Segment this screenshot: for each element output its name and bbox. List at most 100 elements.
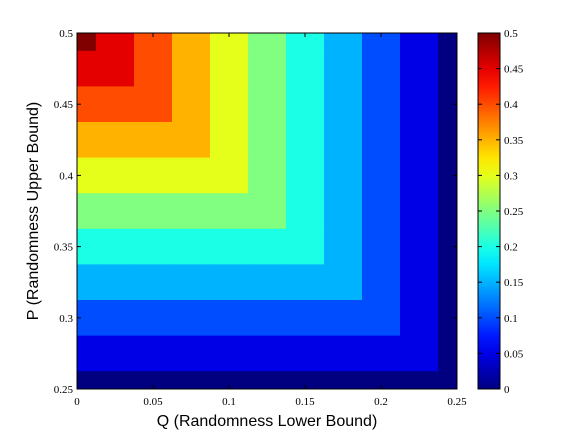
heatmap-cell	[248, 50, 287, 87]
heatmap-cell	[362, 33, 401, 52]
heatmap-cell	[400, 193, 439, 230]
heatmap-cell	[286, 228, 325, 265]
heatmap-cell	[134, 371, 173, 389]
x-axis-label: Q (Randomness Lower Bound)	[157, 413, 378, 430]
heatmap-cell	[438, 157, 457, 194]
heatmap-cell	[438, 228, 457, 265]
colorbar-tick-label: 0	[504, 384, 510, 396]
heatmap-cell	[96, 33, 135, 52]
heatmap-cell	[400, 228, 439, 265]
heatmap-cell	[134, 33, 173, 52]
heatmap-cell	[324, 335, 363, 372]
heatmap-cell	[286, 193, 325, 230]
heatmap-cell	[362, 371, 401, 389]
heatmap-cell	[362, 300, 401, 337]
heatmap-cell	[96, 193, 135, 230]
heatmap-cell	[77, 50, 97, 87]
x-tick-label: 0.15	[295, 396, 315, 408]
heatmap-cell	[324, 50, 363, 87]
heatmap-cell	[324, 122, 363, 159]
heatmap-cell	[96, 300, 135, 337]
heatmap-cell	[210, 122, 249, 159]
heatmap-cell	[400, 300, 439, 337]
heatmap-cell	[286, 157, 325, 194]
heatmap-cell	[438, 50, 457, 87]
heatmap-cell	[96, 86, 135, 123]
y-tick-label: 0.35	[54, 242, 74, 254]
colorbar-tick-label: 0.45	[504, 64, 524, 76]
heatmap-cell	[248, 193, 287, 230]
x-tick-label: 0	[74, 396, 80, 408]
heatmap-cell	[438, 300, 457, 337]
heatmap-cell	[362, 193, 401, 230]
heatmap-cell	[77, 193, 97, 230]
heatmap-cell	[96, 228, 135, 265]
heatmap-cell	[400, 335, 439, 372]
y-tick-label: 0.4	[59, 170, 73, 182]
heatmap-cell	[134, 122, 173, 159]
heatmap-cell	[77, 371, 97, 389]
heatmap-cell	[324, 157, 363, 194]
heatmap	[77, 33, 457, 389]
heatmap-cell	[172, 228, 211, 265]
heatmap-cell	[210, 193, 249, 230]
heatmap-cell	[134, 86, 173, 123]
heatmap-cell	[362, 335, 401, 372]
heatmap-cell	[400, 86, 439, 123]
heatmap-cell	[172, 122, 211, 159]
heatmap-cell	[362, 228, 401, 265]
heatmap-cell	[400, 264, 439, 301]
heatmap-cell	[172, 193, 211, 230]
heatmap-cell	[400, 33, 439, 52]
heatmap-cell	[438, 122, 457, 159]
heatmap-cell	[77, 264, 97, 301]
heatmap-cell	[286, 300, 325, 337]
heatmap-cell	[286, 264, 325, 301]
heatmap-cell	[96, 50, 135, 87]
heatmap-cell	[324, 264, 363, 301]
heatmap-cell	[248, 157, 287, 194]
heatmap-cell	[134, 228, 173, 265]
heatmap-cell	[210, 371, 249, 389]
colorbar-tick-label: 0.1	[504, 313, 518, 325]
heatmap-cell	[96, 122, 135, 159]
colorbar-tick-label: 0.2	[504, 242, 518, 254]
heatmap-cell	[248, 264, 287, 301]
heatmap-cell	[362, 157, 401, 194]
heatmap-cell	[77, 335, 97, 372]
heatmap-cell	[134, 157, 173, 194]
heatmap-cell	[324, 193, 363, 230]
heatmap-cell	[77, 122, 97, 159]
heatmap-cell	[210, 50, 249, 87]
heatmap-cell	[77, 157, 97, 194]
colorbar-tick-label: 0.25	[504, 206, 524, 218]
heatmap-cell	[210, 264, 249, 301]
heatmap-cell	[400, 122, 439, 159]
y-tick-label: 0.45	[54, 99, 74, 111]
heatmap-cell	[248, 371, 287, 389]
colorbar-tick-label: 0.5	[504, 28, 518, 40]
heatmap-cell	[77, 33, 97, 52]
heatmap-cell	[324, 33, 363, 52]
plot-frame	[76, 32, 458, 390]
heatmap-cell	[286, 50, 325, 87]
heatmap-cell	[77, 228, 97, 265]
heatmap-cell	[248, 122, 287, 159]
heatmap-cell	[134, 300, 173, 337]
heatmap-cell	[286, 86, 325, 123]
heatmap-cell	[134, 264, 173, 301]
colorbar-tick-label: 0.15	[504, 277, 524, 289]
heatmap-cell	[362, 122, 401, 159]
y-tick-label: 0.5	[59, 28, 73, 40]
heatmap-cell	[248, 33, 287, 52]
heatmap-cell	[134, 193, 173, 230]
heatmap-cell	[286, 33, 325, 52]
heatmap-cell	[362, 50, 401, 87]
heatmap-cell	[96, 157, 135, 194]
heatmap-cell	[77, 300, 97, 337]
colorbar-tick-label: 0.35	[504, 135, 524, 147]
heatmap-cell	[210, 157, 249, 194]
heatmap-cell	[172, 335, 211, 372]
heatmap-cell	[172, 50, 211, 87]
